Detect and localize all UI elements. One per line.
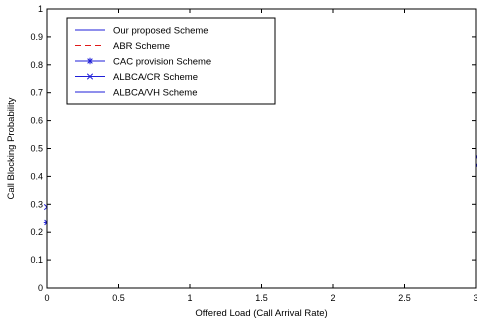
y-tick-label: 0.1	[30, 255, 43, 265]
legend-label: CAC provision Scheme	[113, 57, 211, 68]
y-tick-label: 0	[38, 283, 43, 293]
y-tick-label: 0.3	[30, 199, 43, 209]
x-tick-label: 3	[473, 293, 477, 303]
x-tick-label: 2.5	[398, 293, 411, 303]
y-tick-label: 0.2	[30, 227, 43, 237]
legend-entry: Our proposed Scheme	[75, 26, 209, 37]
y-tick-label: 0.9	[30, 32, 43, 42]
x-tick-label: 0	[44, 293, 49, 303]
y-tick-label: 0.5	[30, 144, 43, 154]
legend-label: Our proposed Scheme	[113, 26, 209, 37]
x-axis-title: Offered Load (Call Arrival Rate)	[195, 308, 327, 319]
legend-entry: ABR Scheme	[75, 41, 170, 52]
legend-label: ALBCA/CR Scheme	[113, 72, 198, 83]
legend-label: ABR Scheme	[113, 41, 170, 52]
y-tick-label: 0.7	[30, 88, 43, 98]
legend-entry: CAC provision Scheme	[75, 57, 211, 68]
legend-label: ALBCA/VH Scheme	[113, 88, 197, 99]
x-tick-label: 0.5	[112, 293, 125, 303]
y-tick-label: 0.6	[30, 116, 43, 126]
x-marker	[86, 73, 94, 80]
legend: Our proposed Scheme ABR Scheme CAC provisi…	[66, 17, 276, 105]
y-tick-label: 0.4	[30, 171, 43, 181]
legend-entry: ALBCA/CR Scheme	[75, 72, 198, 83]
x-tick-label: 2	[330, 293, 335, 303]
star-marker	[86, 57, 94, 65]
x-tick-label: 1.5	[255, 293, 268, 303]
x-tick-label: 1	[187, 293, 192, 303]
y-tick-label: 0.8	[30, 60, 43, 70]
legend-entry: ALBCA/VH Scheme	[75, 88, 197, 99]
y-axis-title: Call Blocking Probability	[6, 97, 17, 199]
y-tick-label: 1	[38, 4, 43, 14]
